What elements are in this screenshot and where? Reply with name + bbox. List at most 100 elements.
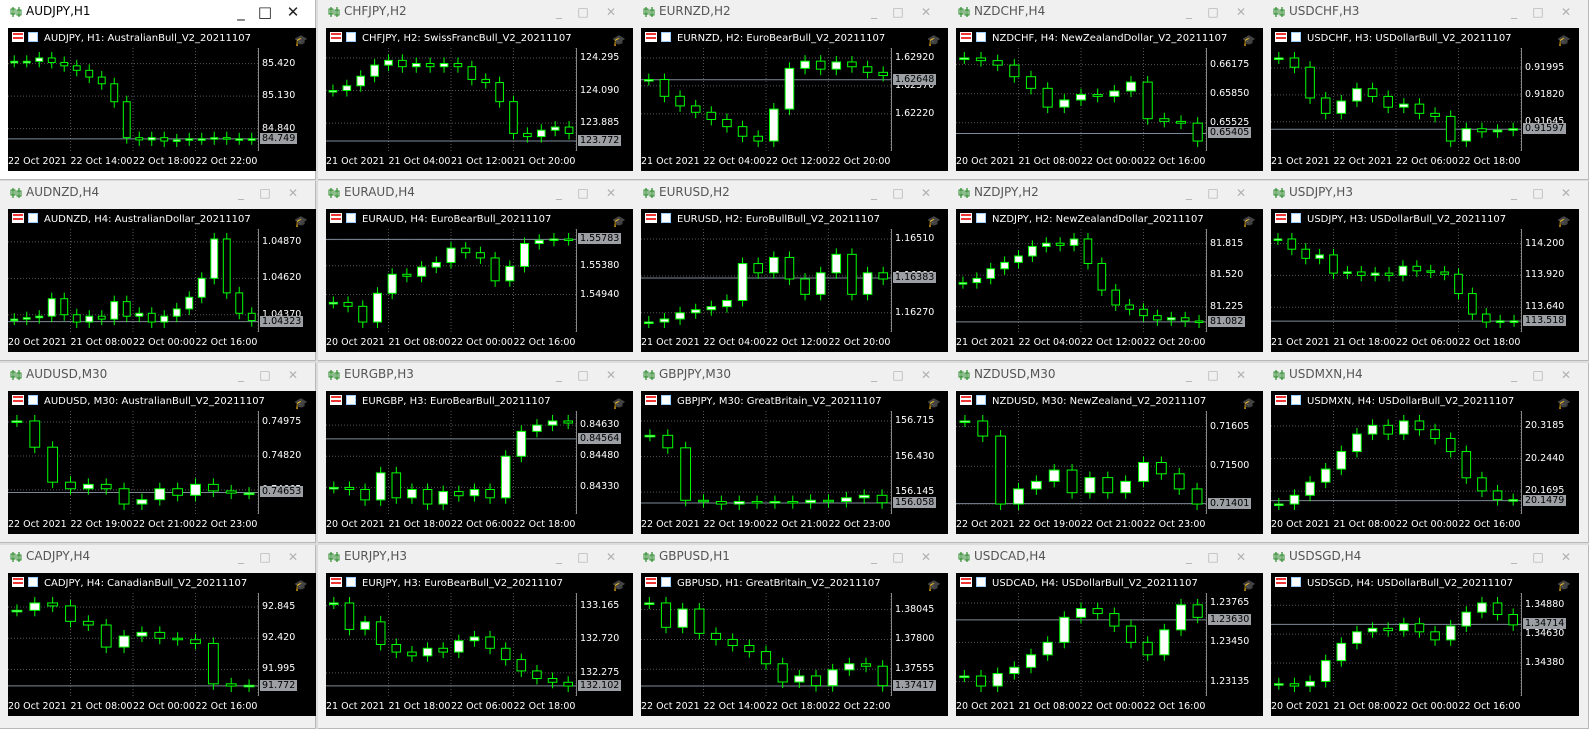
minimize-button[interactable]: _ <box>556 186 562 200</box>
maximize-button[interactable]: □ <box>1207 368 1219 382</box>
minimize-button[interactable]: _ <box>871 550 877 564</box>
maximize-button[interactable]: □ <box>892 368 904 382</box>
window-titlebar[interactable]: AUDNZD,H4 _ □ ✕ <box>0 181 315 206</box>
close-button[interactable]: ✕ <box>1235 5 1247 19</box>
price-chart[interactable]: NZDCHF, H4: NewZealandDollar_V2_20211107… <box>956 28 1264 171</box>
chart-window[interactable]: USDCHF,H3 _ □ ✕ USDCHF, H3: USDollarBull_V2_… <box>1263 0 1589 180</box>
chart-window[interactable]: EURJPY,H3 _ □ ✕ EURJPY, H3: EuroBearBull_V2_… <box>318 545 634 729</box>
price-chart[interactable]: AUDUSD, M30: AustralianBull_V2_20211107 🎓… <box>8 391 316 534</box>
maximize-button[interactable]: □ <box>577 186 589 200</box>
maximize-button[interactable]: □ <box>259 550 271 564</box>
price-chart[interactable]: EURUSD, H2: EuroBullBull_V2_20211107 🎓 1.1… <box>641 209 949 352</box>
minimize-button[interactable]: _ <box>1511 186 1517 200</box>
window-titlebar[interactable]: GBPUSD,H1 _ □ ✕ <box>633 545 948 570</box>
maximize-button[interactable]: □ <box>1207 5 1219 19</box>
close-button[interactable]: ✕ <box>1235 550 1247 564</box>
chart-window[interactable]: NZDUSD,M30 _ □ ✕ NZDUSD, M30: NewZealand_V2_… <box>948 363 1264 543</box>
window-titlebar[interactable]: CHFJPY,H2 _ □ ✕ <box>318 0 633 25</box>
close-button[interactable]: ✕ <box>1560 186 1572 200</box>
close-button[interactable]: ✕ <box>1235 368 1247 382</box>
window-titlebar[interactable]: AUDUSD,M30 _ □ ✕ <box>0 363 315 388</box>
minimize-button[interactable]: _ <box>1511 368 1517 382</box>
price-chart[interactable]: EURGBP, H3: EuroBearBull_20211107 🎓 0.8463… <box>326 391 634 534</box>
price-chart[interactable]: CADJPY, H4: CanadianBull_V2_20211107 🎓 92.… <box>8 573 316 716</box>
maximize-button[interactable]: □ <box>257 3 273 21</box>
close-button[interactable]: ✕ <box>920 368 932 382</box>
price-chart[interactable]: NZDUSD, M30: NewZealand_V2_20211107 🎓 0.71… <box>956 391 1264 534</box>
minimize-button[interactable]: _ <box>238 186 244 200</box>
price-chart[interactable]: USDJPY, H3: USDollarBull_V2_20211107 🎓 114… <box>1271 209 1579 352</box>
maximize-button[interactable]: □ <box>892 550 904 564</box>
window-titlebar[interactable]: EURAUD,H4 _ □ ✕ <box>318 181 633 206</box>
window-titlebar[interactable]: USDMXN,H4 _ □ ✕ <box>1263 363 1588 388</box>
chart-window[interactable]: NZDJPY,H2 _ □ ✕ NZDJPY, H2: NewZealandDollar… <box>948 181 1264 361</box>
price-chart[interactable]: AUDJPY, H1: AustralianBull_V2_20211107 🎓 8… <box>8 28 316 171</box>
window-titlebar[interactable]: USDJPY,H3 _ □ ✕ <box>1263 181 1588 206</box>
chart-window[interactable]: EURGBP,H3 _ □ ✕ EURGBP, H3: EuroBearBull_202… <box>318 363 634 543</box>
close-button[interactable]: ✕ <box>286 3 300 21</box>
maximize-button[interactable]: □ <box>1207 186 1219 200</box>
price-chart[interactable]: AUDNZD, H4: AustralianDollar_20211107 🎓 1.… <box>8 209 316 352</box>
minimize-button[interactable]: _ <box>871 186 877 200</box>
chart-window[interactable]: CADJPY,H4 _ □ ✕ CADJPY, H4: CanadianBull_V2_… <box>0 545 316 729</box>
close-button[interactable]: ✕ <box>1560 368 1572 382</box>
chart-window[interactable]: EURUSD,H2 _ □ ✕ EURUSD, H2: EuroBullBull_V2_… <box>633 181 949 361</box>
minimize-button[interactable]: _ <box>238 550 244 564</box>
maximize-button[interactable]: □ <box>1532 186 1544 200</box>
minimize-button[interactable]: _ <box>1511 5 1517 19</box>
window-titlebar[interactable]: EURUSD,H2 _ □ ✕ <box>633 181 948 206</box>
chart-window[interactable]: CHFJPY,H2 _ □ ✕ CHFJPY, H2: SwissFrancBull_V… <box>318 0 634 180</box>
maximize-button[interactable]: □ <box>1532 550 1544 564</box>
minimize-button[interactable]: _ <box>556 550 562 564</box>
minimize-button[interactable]: _ <box>1186 186 1192 200</box>
chart-window[interactable]: NZDCHF,H4 _ □ ✕ NZDCHF, H4: NewZealandDollar… <box>948 0 1264 180</box>
maximize-button[interactable]: □ <box>577 550 589 564</box>
minimize-button[interactable]: _ <box>237 3 245 21</box>
chart-window[interactable]: GBPUSD,H1 _ □ ✕ GBPUSD, H1: GreatBritain_V2_… <box>633 545 949 729</box>
chart-window[interactable]: EURAUD,H4 _ □ ✕ EURAUD, H4: EuroBearBull_202… <box>318 181 634 361</box>
minimize-button[interactable]: _ <box>1511 550 1517 564</box>
close-button[interactable]: ✕ <box>287 368 299 382</box>
minimize-button[interactable]: _ <box>556 368 562 382</box>
window-titlebar[interactable]: USDCHF,H3 _ □ ✕ <box>1263 0 1588 25</box>
price-chart[interactable]: NZDJPY, H2: NewZealandDollar_20211107 🎓 81… <box>956 209 1264 352</box>
maximize-button[interactable]: □ <box>259 186 271 200</box>
window-titlebar[interactable]: EURNZD,H2 _ □ ✕ <box>633 0 948 25</box>
close-button[interactable]: ✕ <box>1560 5 1572 19</box>
window-titlebar[interactable]: CADJPY,H4 _ □ ✕ <box>0 545 315 570</box>
close-button[interactable]: ✕ <box>920 186 932 200</box>
chart-window[interactable]: USDMXN,H4 _ □ ✕ USDMXN, H4: USDollarBull_V2_… <box>1263 363 1589 543</box>
minimize-button[interactable]: _ <box>871 5 877 19</box>
price-chart[interactable]: GBPJPY, M30: GreatBritain_V2_20211107 🎓 15… <box>641 391 949 534</box>
maximize-button[interactable]: □ <box>892 186 904 200</box>
minimize-button[interactable]: _ <box>871 368 877 382</box>
window-titlebar[interactable]: EURGBP,H3 _ □ ✕ <box>318 363 633 388</box>
close-button[interactable]: ✕ <box>1235 186 1247 200</box>
window-titlebar[interactable]: USDCAD,H4 _ □ ✕ <box>948 545 1263 570</box>
chart-window[interactable]: USDCAD,H4 _ □ ✕ USDCAD, H4: USDollarBull_V2_… <box>948 545 1264 729</box>
close-button[interactable]: ✕ <box>287 550 299 564</box>
close-button[interactable]: ✕ <box>605 368 617 382</box>
maximize-button[interactable]: □ <box>1532 368 1544 382</box>
chart-window[interactable]: AUDJPY,H1 _ □ ✕ AUDJPY, H1: AustralianBull_V… <box>0 0 316 180</box>
price-chart[interactable]: CHFJPY, H2: SwissFrancBull_V2_20211107 🎓 1… <box>326 28 634 171</box>
close-button[interactable]: ✕ <box>605 5 617 19</box>
chart-window[interactable]: USDJPY,H3 _ □ ✕ USDJPY, H3: USDollarBull_V2_… <box>1263 181 1589 361</box>
close-button[interactable]: ✕ <box>1560 550 1572 564</box>
price-chart[interactable]: EURAUD, H4: EuroBearBull_20211107 🎓 1.5578… <box>326 209 634 352</box>
window-titlebar[interactable]: EURJPY,H3 _ □ ✕ <box>318 545 633 570</box>
price-chart[interactable]: EURJPY, H3: EuroBearBull_V2_20211107 🎓 133… <box>326 573 634 716</box>
window-titlebar[interactable]: USDSGD,H4 _ □ ✕ <box>1263 545 1588 570</box>
maximize-button[interactable]: □ <box>1207 550 1219 564</box>
minimize-button[interactable]: _ <box>556 5 562 19</box>
price-chart[interactable]: USDMXN, H4: USDollarBull_V2_20211107 🎓 20.… <box>1271 391 1579 534</box>
maximize-button[interactable]: □ <box>1532 5 1544 19</box>
minimize-button[interactable]: _ <box>1186 368 1192 382</box>
close-button[interactable]: ✕ <box>605 186 617 200</box>
window-titlebar[interactable]: NZDCHF,H4 _ □ ✕ <box>948 0 1263 25</box>
window-titlebar[interactable]: GBPJPY,M30 _ □ ✕ <box>633 363 948 388</box>
price-chart[interactable]: USDSGD, H4: USDollarBull_V2_20211107 🎓 1.3… <box>1271 573 1579 716</box>
minimize-button[interactable]: _ <box>1186 550 1192 564</box>
maximize-button[interactable]: □ <box>259 368 271 382</box>
window-titlebar[interactable]: AUDJPY,H1 _ □ ✕ <box>0 0 315 25</box>
